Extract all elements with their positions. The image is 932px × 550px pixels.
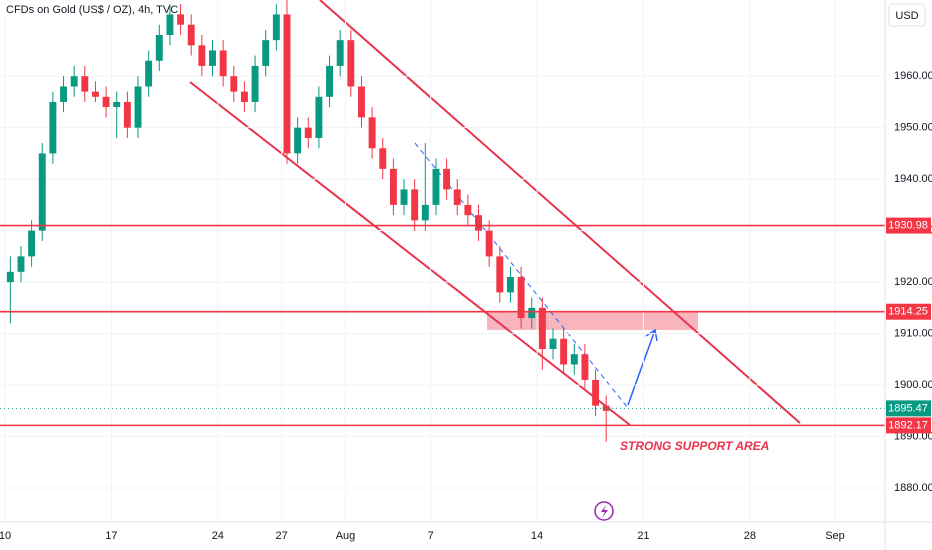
candle-body xyxy=(560,338,568,365)
channel-upper xyxy=(319,0,801,424)
candle-body xyxy=(304,127,312,138)
candle-body xyxy=(240,91,248,102)
candle-body xyxy=(528,307,536,319)
candle-body xyxy=(123,101,131,128)
level-label-bg xyxy=(886,417,931,434)
trend-dashed xyxy=(414,142,629,409)
candle-body xyxy=(38,153,46,231)
candle-body xyxy=(17,256,25,272)
x-tick-label: 14 xyxy=(531,530,543,542)
candle-body xyxy=(592,379,600,406)
level-label: 1914.25 xyxy=(888,306,928,318)
x-tick-label: 24 xyxy=(212,530,224,542)
projection-arrow xyxy=(627,329,656,406)
currency-box xyxy=(888,3,926,27)
candle-body xyxy=(326,65,334,97)
chart-title: CFDs on Gold (US$ / OZ), 4h, TVC xyxy=(6,4,178,16)
y-tick-label: 1920.00 xyxy=(894,276,932,288)
candle-body xyxy=(389,168,397,205)
candle-body xyxy=(230,76,238,92)
x-tick-label: 17 xyxy=(105,530,117,542)
candle-body xyxy=(315,96,323,138)
x-tick-label: Sep xyxy=(825,530,845,542)
candle-body xyxy=(283,14,291,154)
y-tick-label: 1960.00 xyxy=(894,70,932,82)
candle-body xyxy=(60,86,67,102)
candle-body xyxy=(49,101,57,154)
candle-body xyxy=(166,14,174,36)
candle-body xyxy=(602,405,610,411)
candle-body xyxy=(6,271,14,283)
candle-body xyxy=(421,204,429,221)
x-tick-label: 21 xyxy=(637,530,649,542)
level-label: 1930.98 xyxy=(888,219,928,231)
candle-body xyxy=(400,189,408,205)
y-tick-label: 1880.00 xyxy=(894,482,932,494)
candle-body xyxy=(187,24,195,46)
candle-body xyxy=(198,45,206,66)
currency: USD xyxy=(895,10,918,22)
y-tick-label: 1900.00 xyxy=(894,379,932,391)
candle-body xyxy=(506,276,514,293)
y-tick-label: 1890.00 xyxy=(894,430,932,442)
support-annotation: STRONG SUPPORT AREA xyxy=(620,439,769,453)
candle-body xyxy=(336,40,344,66)
candle-body xyxy=(485,230,493,257)
x-tick-label: 27 xyxy=(276,530,288,542)
candle-body xyxy=(570,354,578,365)
candle-body xyxy=(81,76,89,92)
x-tick-label: 28 xyxy=(744,530,756,542)
candle-body xyxy=(28,230,36,257)
candle-body xyxy=(538,307,546,350)
candle-body xyxy=(368,117,376,149)
candle-body xyxy=(464,204,472,216)
last-price-label: 1895.47 xyxy=(888,402,928,414)
candle-body xyxy=(219,50,227,77)
event-bolt xyxy=(601,505,608,518)
x-tick-label: Aug xyxy=(336,530,356,542)
candle-body xyxy=(453,189,461,205)
channel-lower xyxy=(189,81,631,426)
candle-body xyxy=(113,101,121,108)
candle-body xyxy=(379,148,387,169)
candle-body xyxy=(432,168,440,205)
x-tick-label: 10 xyxy=(0,530,11,542)
candle-body xyxy=(272,14,280,41)
candle-body xyxy=(102,96,110,108)
level-label: 1892.17 xyxy=(888,419,928,431)
candle-body xyxy=(517,276,525,319)
candle-body xyxy=(155,35,163,61)
y-tick-label: 1910.00 xyxy=(894,327,932,339)
level-label-bg xyxy=(886,217,931,234)
x-tick-label: 7 xyxy=(428,530,434,542)
candle-body xyxy=(443,168,451,190)
last-price-bg xyxy=(886,400,931,417)
candle-body xyxy=(347,40,355,87)
candle-body xyxy=(411,189,419,221)
candle-body xyxy=(251,65,259,102)
candle-body xyxy=(209,50,216,66)
title-bg xyxy=(0,0,150,18)
y-tick-label: 1940.00 xyxy=(894,173,932,185)
candle-body xyxy=(70,76,78,87)
candle-body xyxy=(145,60,153,87)
candle-body xyxy=(294,127,302,154)
candle-body xyxy=(358,86,365,118)
candle-body xyxy=(134,86,142,128)
candle-body xyxy=(496,256,504,293)
level-label-bg xyxy=(886,303,931,320)
candle-body xyxy=(91,91,99,97)
candle-body xyxy=(549,338,557,350)
candle-body xyxy=(262,40,270,66)
candle-body xyxy=(581,354,589,380)
candle-body xyxy=(177,14,185,25)
y-tick-label: 1950.00 xyxy=(894,122,932,134)
candle-body xyxy=(475,215,482,231)
plot xyxy=(0,0,885,522)
